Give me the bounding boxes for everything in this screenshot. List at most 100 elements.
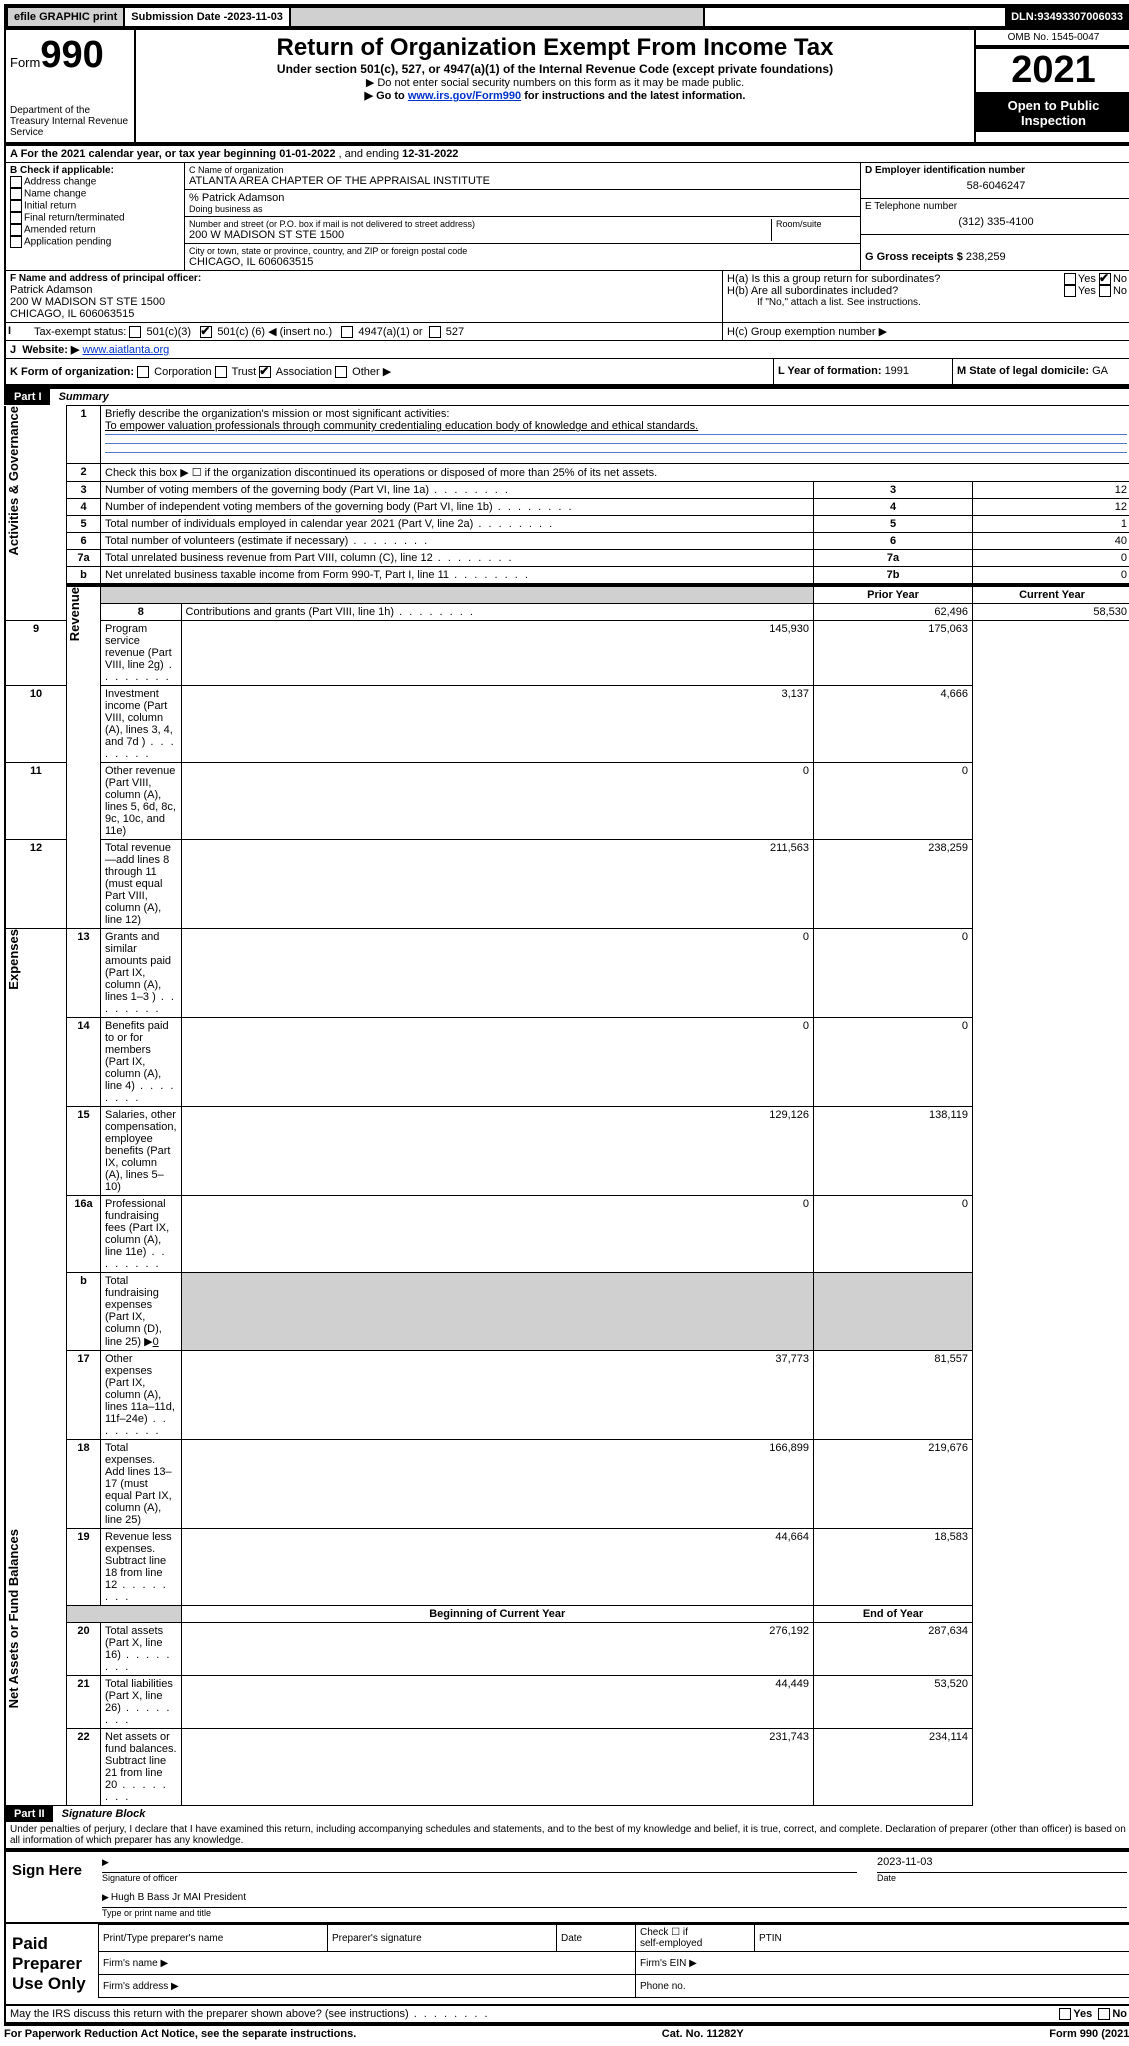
signature-label: Signature of officer — [102, 1873, 857, 1883]
website-link[interactable]: www.aiatlanta.org — [82, 344, 169, 356]
preparer-selfemp: Check ☐ ifself-employed — [636, 1925, 755, 1952]
part-ii-title: Signature Block — [56, 1808, 146, 1820]
checkbox-association[interactable] — [259, 366, 271, 378]
summary-table: Activities & Governance 1 Briefly descri… — [4, 405, 1129, 1806]
col-prior: Prior Year — [814, 585, 973, 604]
line-a: A For the 2021 calendar year, or tax yea… — [4, 142, 1129, 163]
col-end: End of Year — [814, 1606, 973, 1623]
sidebar-activities: Activities & Governance — [6, 406, 21, 556]
line21: Total liabilities (Part X, line 26) — [101, 1676, 182, 1729]
checkbox-corporation[interactable] — [137, 366, 149, 378]
submission-date-label: Submission Date - — [131, 11, 227, 23]
e-label: E Telephone number — [865, 201, 1127, 212]
line20: Total assets (Part X, line 16) — [101, 1623, 182, 1676]
sidebar-expenses: Expenses — [6, 929, 21, 990]
line18: Total expenses. Add lines 13–17 (must eq… — [101, 1440, 182, 1529]
checkbox-4947[interactable] — [341, 326, 353, 338]
checkbox-address-change[interactable] — [10, 176, 22, 188]
line9: Program service revenue (Part VIII, line… — [101, 621, 182, 686]
officer-name: Patrick Adamson — [10, 284, 718, 296]
street-address: 200 W MADISON ST STE 1500 — [189, 229, 771, 241]
room-suite-label: Room/suite — [771, 219, 856, 241]
checkbox-irs-no[interactable] — [1098, 2008, 1110, 2020]
spacer-button — [291, 8, 705, 26]
year-box: OMB No. 1545-0047 2021 Open to Public In… — [976, 30, 1129, 142]
preparer-sig-hdr: Preparer's signature — [328, 1925, 557, 1952]
dln-value: 93493307006033 — [1037, 11, 1123, 23]
declaration-text: Under penalties of perjury, I declare th… — [4, 1822, 1129, 1848]
checkbox-initial-return[interactable] — [10, 200, 22, 212]
hb-label: H(b) Are all subordinates included? — [727, 285, 898, 297]
street-label: Number and street (or P.O. box if mail i… — [189, 219, 771, 229]
sign-here-body: Signature of officer 2023-11-03 Date Hug… — [98, 1852, 1129, 1922]
f-h-block: F Name and address of principal officer:… — [4, 270, 1129, 323]
care-of: Patrick Adamson — [202, 192, 285, 204]
form-title: Return of Organization Exempt From Incom… — [140, 34, 970, 62]
line6: Total number of volunteers (estimate if … — [101, 533, 814, 550]
checkbox-501c3[interactable] — [129, 326, 141, 338]
form-label: Form — [10, 55, 40, 70]
paid-preparer-label: Paid Preparer Use Only — [6, 1924, 98, 2004]
firm-name: Firm's name ▶ — [99, 1952, 636, 1975]
dept-treasury: Department of the Treasury Internal Reve… — [10, 105, 130, 138]
city-label: City or town, state or province, country… — [189, 246, 856, 256]
part-i-title: Summary — [53, 391, 109, 403]
form-title-box: Return of Organization Exempt From Incom… — [136, 30, 976, 142]
line7b: Net unrelated business taxable income fr… — [101, 567, 814, 586]
paid-preparer-table: Print/Type preparer's name Preparer's si… — [98, 1924, 1129, 1998]
form-number: 990 — [40, 34, 103, 76]
preparer-name-hdr: Print/Type preparer's name — [99, 1925, 328, 1952]
line16b: Total fundraising expenses (Part IX, col… — [101, 1273, 182, 1351]
line1-label: Briefly describe the organization's miss… — [105, 408, 449, 420]
m-block: M State of legal domicile: GA — [953, 359, 1129, 384]
l-block: L Year of formation: 1991 — [774, 359, 953, 384]
checkbox-application-pending[interactable] — [10, 236, 22, 248]
omb-number: OMB No. 1545-0047 — [976, 30, 1129, 47]
part-i-label: Part I — [6, 389, 50, 405]
col-b: B Check if applicable: Address change Na… — [6, 163, 185, 270]
telephone-value: (312) 335-4100 — [865, 212, 1127, 232]
line19: Revenue less expenses. Subtract line 18 … — [101, 1529, 182, 1606]
line17: Other expenses (Part IX, column (A), lin… — [101, 1351, 182, 1440]
checkbox-ha-no[interactable] — [1099, 273, 1111, 285]
checkbox-hb-yes[interactable] — [1064, 285, 1076, 297]
gross-receipts: 238,259 — [966, 251, 1006, 263]
tax-year: 2021 — [976, 47, 1129, 94]
part-ii-label: Part II — [6, 1806, 53, 1822]
checkbox-ha-yes[interactable] — [1064, 273, 1076, 285]
checkbox-name-change[interactable] — [10, 188, 22, 200]
sign-date-label: Date — [877, 1873, 1127, 1883]
city-state-zip: CHICAGO, IL 606063515 — [189, 256, 856, 268]
footer-mid: Cat. No. 11282Y — [662, 2028, 744, 2040]
efile-print-button[interactable]: efile GRAPHIC print — [8, 8, 125, 26]
line14: Benefits paid to or for members (Part IX… — [101, 1018, 182, 1107]
irs-discuss-row: May the IRS discuss this return with the… — [4, 2006, 1129, 2026]
j-row: J Website: ▶ www.aiatlanta.org — [4, 341, 1129, 359]
checkbox-amended-return[interactable] — [10, 224, 22, 236]
preparer-date-hdr: Date — [557, 1925, 636, 1952]
hb-note: If "No," attach a list. See instructions… — [727, 297, 1127, 308]
paid-preparer-block: Paid Preparer Use Only Print/Type prepar… — [4, 1924, 1129, 2006]
checkbox-irs-yes[interactable] — [1059, 2008, 1071, 2020]
checkbox-hb-no[interactable] — [1099, 285, 1111, 297]
checkbox-527[interactable] — [429, 326, 441, 338]
line16a: Professional fundraising fees (Part IX, … — [101, 1196, 182, 1273]
line13: Grants and similar amounts paid (Part IX… — [101, 929, 182, 1018]
b-label: B Check if applicable: — [10, 165, 180, 176]
sidebar-revenue: Revenue — [67, 587, 82, 641]
checkbox-other[interactable] — [335, 366, 347, 378]
v3: 12 — [973, 482, 1129, 499]
checkbox-trust[interactable] — [215, 366, 227, 378]
sign-date-value: 2023-11-03 — [877, 1856, 1127, 1873]
checkbox-final-return[interactable] — [10, 212, 22, 224]
col-beg: Beginning of Current Year — [181, 1606, 813, 1623]
checkbox-501c[interactable] — [200, 326, 212, 338]
col-current: Current Year — [973, 585, 1129, 604]
irs-link[interactable]: www.irs.gov/Form990 — [408, 90, 521, 102]
submission-date-cell: Submission Date - 2023-11-03 — [125, 8, 291, 26]
v6: 40 — [973, 533, 1129, 550]
signature-line[interactable] — [102, 1856, 857, 1873]
tax-exempt-status: Tax-exempt status: 501(c)(3) 501(c) (6) … — [30, 323, 723, 340]
dln-label: DLN: — [1011, 11, 1037, 23]
k-l-m-row: K Form of organization: Corporation Trus… — [4, 359, 1129, 388]
